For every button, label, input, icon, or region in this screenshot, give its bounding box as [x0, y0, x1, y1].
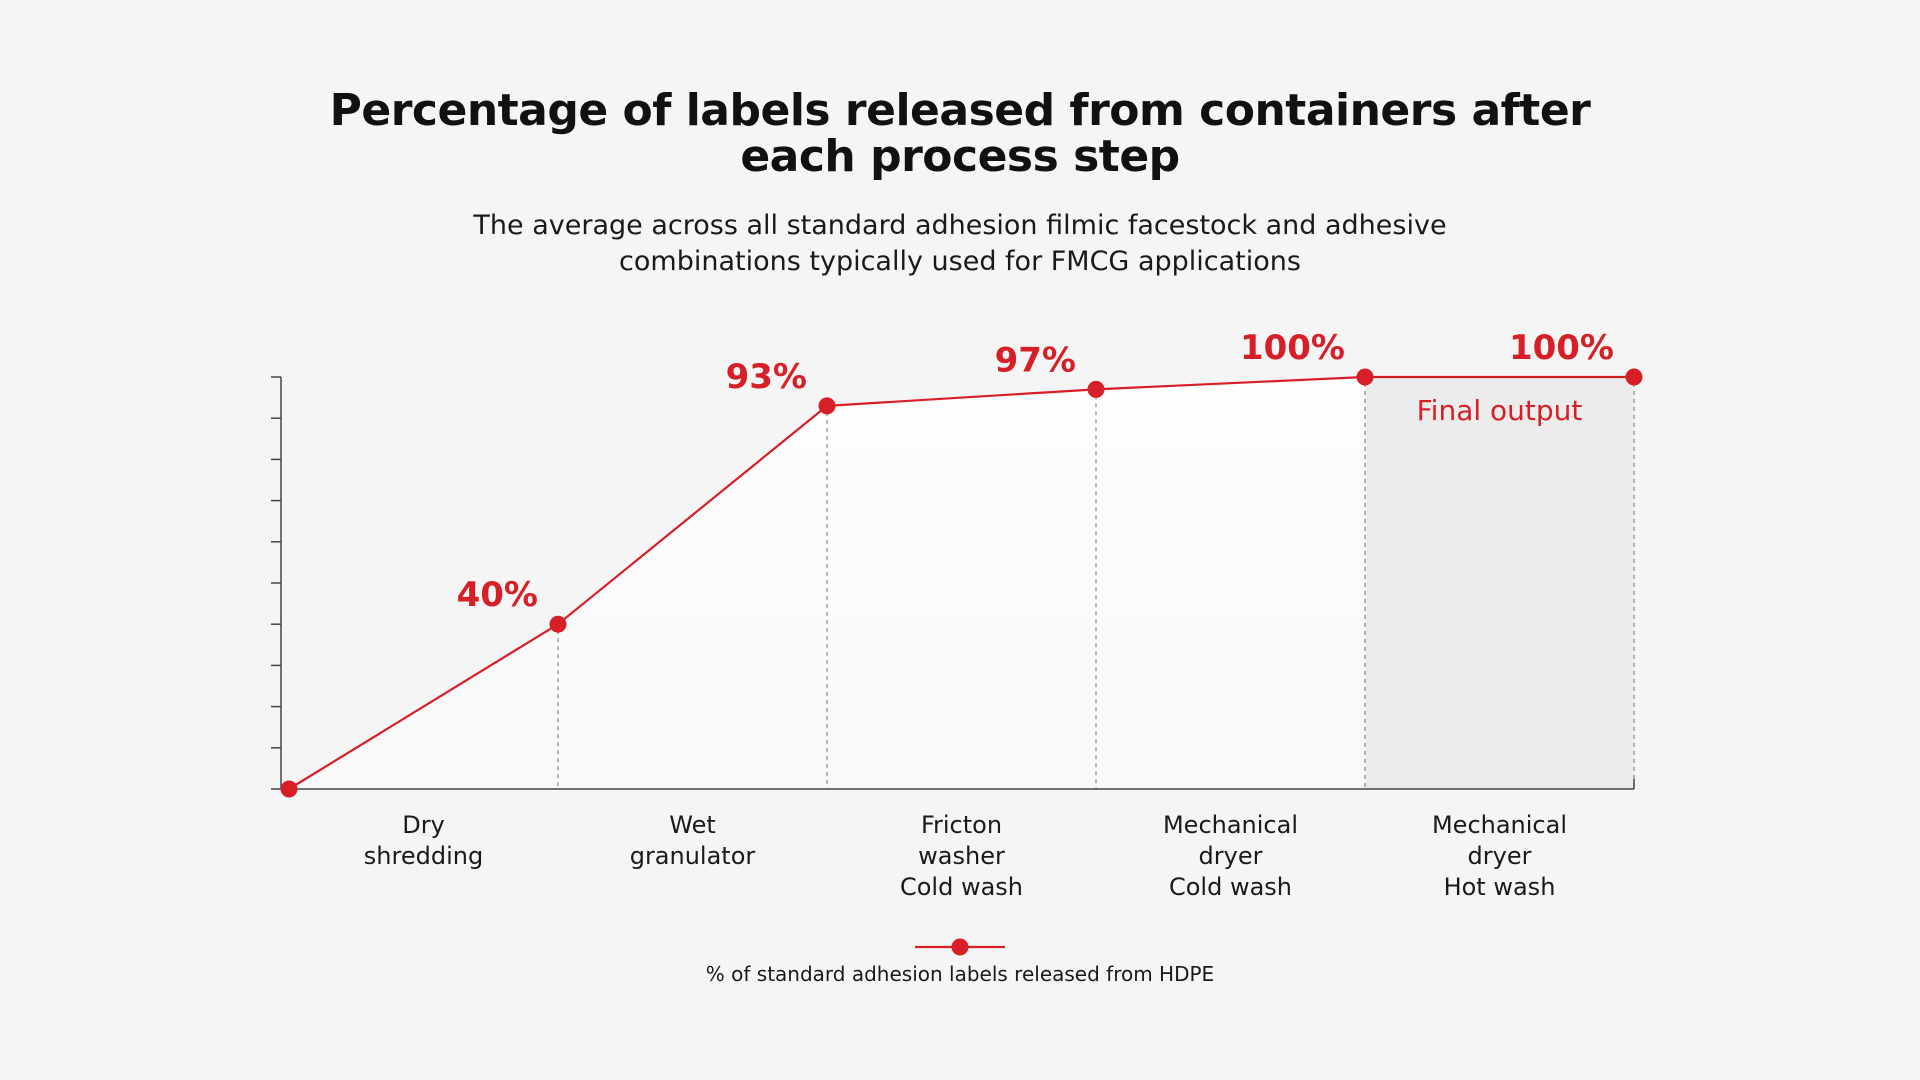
chart-subtitle-line-1: The average across all standard adhesion… — [473, 210, 1447, 241]
legend-label: % of standard adhesion labels released f… — [706, 962, 1214, 986]
x-tick-label-line: Dry — [402, 811, 445, 839]
x-tick-label: Mechanical dryer Cold wash — [1163, 811, 1298, 901]
final-output-band — [1365, 377, 1634, 789]
data-label: 100% — [1509, 328, 1614, 368]
data-label: 97% — [995, 340, 1076, 380]
x-tick-label-line: Cold wash — [1169, 873, 1292, 901]
data-point — [1087, 380, 1105, 398]
series-line — [288, 375, 1634, 790]
data-label: 40% — [457, 575, 538, 615]
x-tick-label-line: Cold wash — [900, 873, 1023, 901]
data-point — [1356, 368, 1374, 386]
x-tick-label-line: Wet — [669, 811, 716, 839]
data-point — [549, 615, 567, 633]
x-tick-label-line: granulator — [630, 842, 756, 870]
x-tick-label-line: Fricton — [921, 811, 1002, 839]
x-tick-label-line: washer — [918, 842, 1005, 870]
area-fill — [289, 377, 1634, 789]
x-tick-label-line: dryer — [1468, 842, 1532, 870]
data-label: 100% — [1240, 328, 1345, 368]
x-tick-label: Mechanical dryer Hot wash — [1432, 811, 1567, 901]
x-tick-label-line: Mechanical — [1163, 811, 1298, 839]
x-tick-label-line: dryer — [1199, 842, 1263, 870]
x-tick-label: Wet granulator — [630, 811, 756, 870]
chart-title: Percentage of labels released from conta… — [260, 88, 1660, 180]
data-point — [818, 397, 836, 415]
x-tick-label-line: Hot wash — [1444, 873, 1556, 901]
chart-subtitle-line-2: combinations typically used for FMCG app… — [619, 246, 1301, 277]
x-tick-label: Fricton washer Cold wash — [900, 811, 1023, 901]
chart-title-line-1: Percentage of labels released from conta… — [329, 85, 1591, 136]
x-tick-label: Dry shredding — [364, 811, 483, 870]
data-point — [280, 780, 298, 798]
data-label: 93% — [726, 357, 807, 397]
chart-subtitle: The average across all standard adhesion… — [360, 208, 1560, 280]
final-output-label: Final output — [1417, 394, 1583, 427]
x-tick-label-line: Mechanical — [1432, 811, 1567, 839]
chart-title-line-2: each process step — [740, 131, 1180, 182]
data-point — [1625, 368, 1643, 386]
x-tick-label-line: shredding — [364, 842, 483, 870]
legend-marker — [951, 938, 969, 956]
